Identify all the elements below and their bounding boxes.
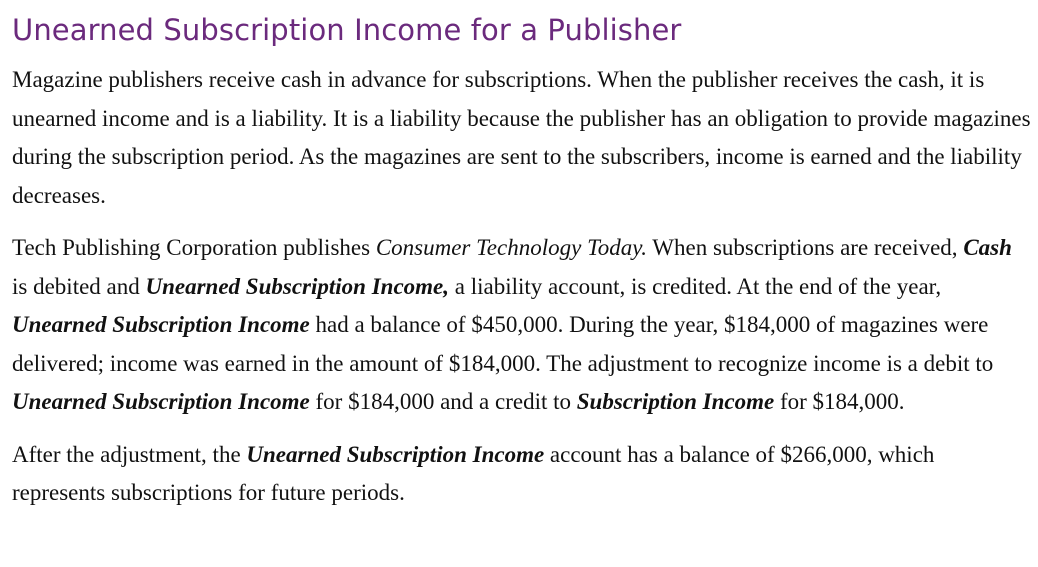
page-title: Unearned Subscription Income for a Publi…	[12, 13, 682, 47]
publication-title: Consumer Technology Today.	[375, 235, 647, 260]
text-run: is debited and	[12, 273, 146, 299]
text-run: account has a balance of $266,000, which…	[12, 441, 935, 506]
account-name-subscription-income: Subscription Income	[576, 389, 775, 414]
text-run: When subscriptions are received,	[646, 235, 964, 260]
text-run: Tech Publishing Corporation publishes	[12, 235, 376, 260]
account-name-cash: Cash	[963, 235, 1012, 260]
text-run: for $184,000 and a credit to	[309, 389, 577, 414]
account-name-unearned-subscription-income: Unearned Subscription Income	[246, 441, 545, 467]
paragraph-conclusion: After the adjustment, the Unearned Subsc…	[12, 436, 1032, 513]
paragraph-example: Tech Publishing Corporation publishes Co…	[12, 229, 1032, 422]
account-name-unearned-subscription-income: Unearned Subscription Income	[12, 389, 310, 414]
account-name-unearned-subscription-income: Unearned Subscription Income	[12, 312, 310, 337]
text-run: had a balance of $450,000. During the ye…	[12, 312, 994, 376]
article: Unearned Subscription Income for a Publi…	[12, 10, 1032, 527]
text-run: a liability account, is credited. At the…	[449, 273, 942, 299]
paragraph-intro: Magazine publishers receive cash in adva…	[12, 67, 1031, 208]
text-run: for $184,000.	[774, 389, 905, 414]
account-name-unearned-subscription-income: Unearned Subscription Income,	[145, 273, 450, 299]
text-run: After the adjustment, the	[12, 441, 247, 467]
